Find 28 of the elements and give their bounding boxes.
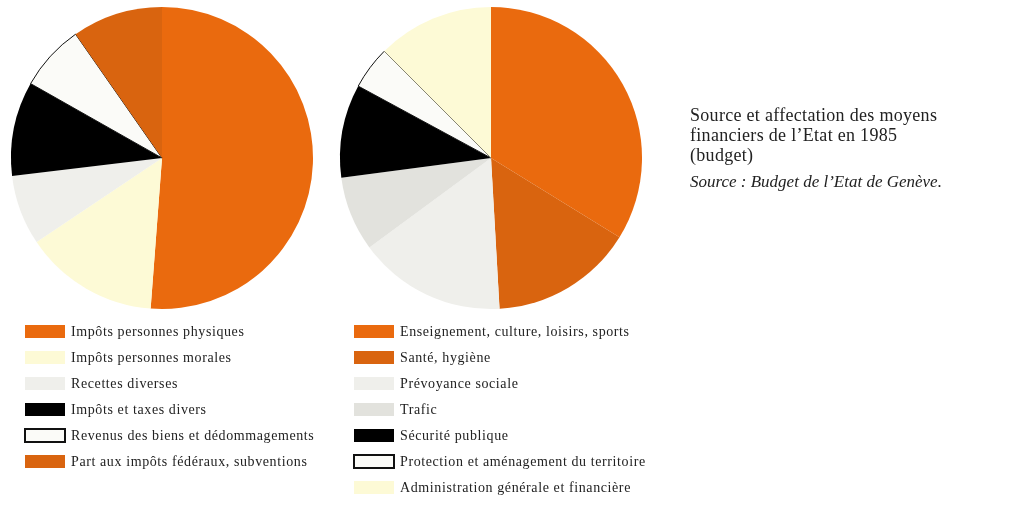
pie-slice [11, 83, 162, 176]
legend-label: Revenus des biens et dédommagements [71, 428, 315, 443]
pie-slice [341, 158, 491, 248]
pie-slice [75, 7, 162, 158]
legend-label: Impôts personnes morales [71, 350, 232, 365]
legend-label: Trafic [400, 402, 438, 417]
pie-slice [357, 50, 492, 159]
text: Source et affectation des moyens financiers de l’Etat en 1985 (budget) [690, 105, 938, 166]
pie-slice [340, 86, 491, 178]
legend-label: Sécurité publique [400, 428, 509, 443]
pie-slice [384, 7, 491, 158]
legend-label: Santé, hygiène [400, 350, 491, 365]
pie-slice [369, 158, 500, 309]
pie-slice [491, 7, 642, 238]
legend-label: Protection et aménagement du territoire [400, 454, 646, 469]
legend-label: Recettes diverses [71, 376, 178, 391]
pie-slice [150, 7, 313, 309]
legend-label: Administration générale et financière [400, 480, 631, 495]
pie-slice [491, 158, 620, 309]
legend-label: Prévoyance sociale [400, 376, 519, 391]
legend-label: Enseignement, culture, loisirs, sports [400, 324, 630, 339]
pie-slice [36, 158, 162, 309]
legend-label: Impôts et taxes divers [71, 402, 207, 417]
source-note: Source : Budget de l’Etat de Genève. [690, 172, 942, 191]
legend-label: Impôts personnes physiques [71, 324, 245, 339]
pie-slice [30, 33, 163, 159]
legend-label: Part aux impôts fédéraux, subventions [71, 454, 308, 469]
pie-slice [12, 158, 162, 243]
